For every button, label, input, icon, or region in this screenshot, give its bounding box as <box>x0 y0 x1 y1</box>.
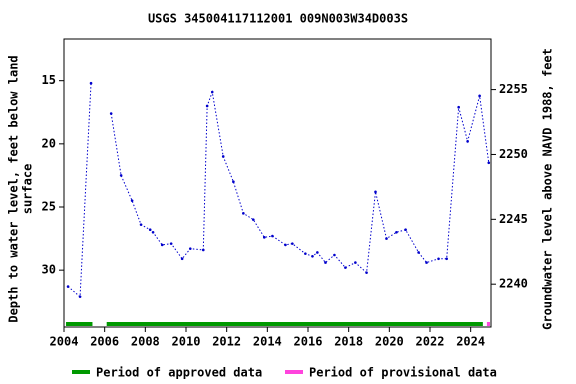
data-point <box>437 257 440 261</box>
y2-tick-label: 2245 <box>499 212 528 226</box>
data-point <box>304 252 307 256</box>
data-point <box>221 155 225 158</box>
data-point <box>344 266 347 269</box>
y-axis-label: surface <box>21 164 35 215</box>
data-point <box>205 104 209 108</box>
legend-swatch <box>285 370 303 374</box>
y-tick-label: 20 <box>42 136 56 150</box>
data-point <box>311 254 314 258</box>
data-point <box>404 228 407 232</box>
data-point <box>139 223 143 226</box>
data-point <box>457 105 460 109</box>
data-point <box>271 234 274 238</box>
data-line <box>67 83 490 298</box>
y-tick-label: 25 <box>42 200 56 214</box>
data-point <box>148 228 152 232</box>
data-point <box>354 261 357 264</box>
data-point <box>262 236 266 239</box>
data-point <box>284 243 287 247</box>
x-tick-label: 2016 <box>294 335 323 349</box>
y-tick-label: 15 <box>42 73 56 87</box>
period-bar <box>486 322 490 326</box>
data-point <box>242 212 245 215</box>
data-point <box>417 251 420 254</box>
x-tick-label: 2004 <box>50 335 79 349</box>
chart-title: USGS 345004117112001 009N003W34D003S <box>148 12 408 26</box>
data-point <box>425 261 428 264</box>
x-tick-label: 2006 <box>90 335 119 349</box>
x-tick-label: 2024 <box>456 335 485 349</box>
data-point <box>109 112 113 115</box>
data-point <box>232 180 235 184</box>
x-tick-label: 2014 <box>253 335 282 349</box>
data-point <box>291 242 294 245</box>
data-point <box>201 248 205 252</box>
data-point <box>252 218 255 221</box>
x-tick-label: 2010 <box>172 335 201 349</box>
period-bar <box>66 322 93 326</box>
period-bar <box>106 322 483 326</box>
data-point <box>66 285 70 288</box>
data-point <box>316 251 319 254</box>
data-point <box>324 261 327 264</box>
data-point <box>210 90 214 94</box>
y2-tick-label: 2240 <box>499 277 528 291</box>
x-tick-label: 2020 <box>375 335 404 349</box>
data-point <box>119 174 123 177</box>
y-tick-label: 30 <box>42 263 56 277</box>
x-tick-label: 2012 <box>212 335 241 349</box>
data-point <box>151 230 155 234</box>
x-tick-label: 2008 <box>131 335 160 349</box>
y2-tick-label: 2255 <box>499 82 528 96</box>
plot-frame <box>63 38 492 328</box>
data-point <box>89 81 93 85</box>
legend-label: Period of provisional data <box>309 366 497 380</box>
data-point <box>385 237 388 240</box>
legend-swatch <box>72 370 90 374</box>
data-point <box>78 295 82 298</box>
data-point <box>487 161 491 165</box>
y2-axis-label: Groundwater level above NAVD 1988, feet <box>541 48 555 330</box>
data-point <box>365 271 368 274</box>
data-point <box>169 242 173 245</box>
y-axis-label: Depth to water level, feet below land <box>7 55 21 322</box>
y2-tick-label: 2250 <box>499 147 528 161</box>
data-point <box>130 199 134 202</box>
x-tick-label: 2022 <box>416 335 445 349</box>
data-point <box>395 230 398 234</box>
data-point <box>160 243 164 247</box>
data-point <box>478 94 481 98</box>
data-point <box>188 247 192 250</box>
data-point <box>445 257 448 261</box>
data-point <box>374 190 377 194</box>
data-point <box>180 257 184 261</box>
x-tick-label: 2018 <box>334 335 363 349</box>
legend-label: Period of approved data <box>96 366 262 380</box>
data-point <box>466 140 469 143</box>
data-point <box>333 253 336 257</box>
